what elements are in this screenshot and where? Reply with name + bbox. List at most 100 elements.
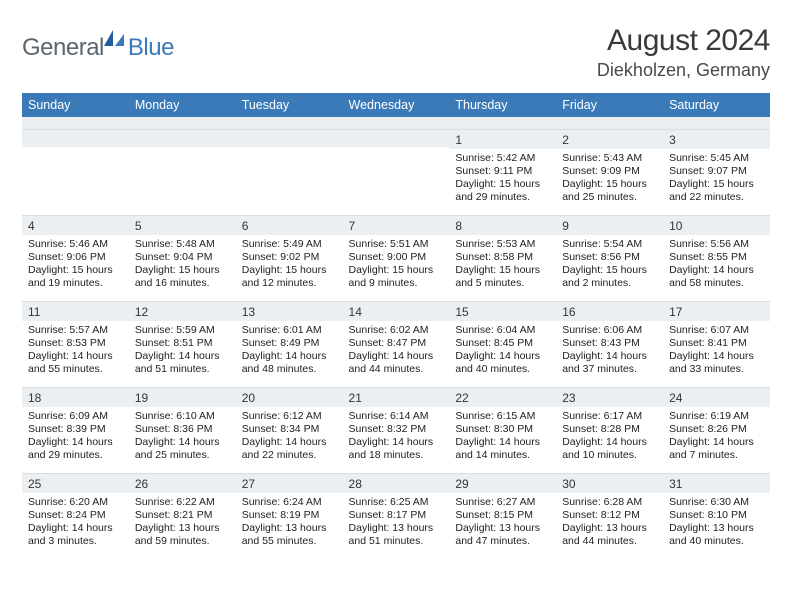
empty-day	[236, 129, 343, 147]
day-cell	[236, 129, 343, 215]
day-content: Sunrise: 5:45 AMSunset: 9:07 PMDaylight:…	[663, 149, 770, 205]
sunrise-line: Sunrise: 6:27 AM	[455, 496, 550, 509]
sunrise-line: Sunrise: 5:54 AM	[562, 238, 657, 251]
day-number: 29	[449, 473, 556, 493]
sunset-line: Sunset: 8:28 PM	[562, 423, 657, 436]
day-cell	[22, 129, 129, 215]
day-cell	[129, 129, 236, 215]
day-content: Sunrise: 6:28 AMSunset: 8:12 PMDaylight:…	[556, 493, 663, 549]
day-content: Sunrise: 6:19 AMSunset: 8:26 PMDaylight:…	[663, 407, 770, 463]
daylight-line: Daylight: 15 hours and 22 minutes.	[669, 178, 764, 204]
day-cell: 3Sunrise: 5:45 AMSunset: 9:07 PMDaylight…	[663, 129, 770, 215]
day-number: 11	[22, 301, 129, 321]
sunrise-line: Sunrise: 6:28 AM	[562, 496, 657, 509]
day-cell: 5Sunrise: 5:48 AMSunset: 9:04 PMDaylight…	[129, 215, 236, 301]
logo-text-general: General	[22, 34, 104, 62]
day-number: 28	[343, 473, 450, 493]
day-content: Sunrise: 6:06 AMSunset: 8:43 PMDaylight:…	[556, 321, 663, 377]
day-content: Sunrise: 5:43 AMSunset: 9:09 PMDaylight:…	[556, 149, 663, 205]
day-content: Sunrise: 6:17 AMSunset: 8:28 PMDaylight:…	[556, 407, 663, 463]
sunset-line: Sunset: 8:47 PM	[349, 337, 444, 350]
day-content: Sunrise: 5:42 AMSunset: 9:11 PMDaylight:…	[449, 149, 556, 205]
day-number: 5	[129, 215, 236, 235]
sunrise-line: Sunrise: 5:49 AM	[242, 238, 337, 251]
sail-icon	[104, 30, 126, 53]
day-content: Sunrise: 5:46 AMSunset: 9:06 PMDaylight:…	[22, 235, 129, 291]
weekday-header: Saturday	[663, 93, 770, 117]
day-number: 16	[556, 301, 663, 321]
sunset-line: Sunset: 8:58 PM	[455, 251, 550, 264]
day-content: Sunrise: 6:07 AMSunset: 8:41 PMDaylight:…	[663, 321, 770, 377]
day-cell: 20Sunrise: 6:12 AMSunset: 8:34 PMDayligh…	[236, 387, 343, 473]
weekday-header: Thursday	[449, 93, 556, 117]
daylight-line: Daylight: 15 hours and 25 minutes.	[562, 178, 657, 204]
daylight-line: Daylight: 14 hours and 18 minutes.	[349, 436, 444, 462]
day-content: Sunrise: 6:04 AMSunset: 8:45 PMDaylight:…	[449, 321, 556, 377]
sunset-line: Sunset: 8:19 PM	[242, 509, 337, 522]
daylight-line: Daylight: 13 hours and 51 minutes.	[349, 522, 444, 548]
sunrise-line: Sunrise: 5:45 AM	[669, 152, 764, 165]
sunset-line: Sunset: 8:41 PM	[669, 337, 764, 350]
day-number: 13	[236, 301, 343, 321]
daylight-line: Daylight: 14 hours and 10 minutes.	[562, 436, 657, 462]
daylight-line: Daylight: 14 hours and 3 minutes.	[28, 522, 123, 548]
sunset-line: Sunset: 9:02 PM	[242, 251, 337, 264]
day-cell: 4Sunrise: 5:46 AMSunset: 9:06 PMDaylight…	[22, 215, 129, 301]
daylight-line: Daylight: 14 hours and 58 minutes.	[669, 264, 764, 290]
day-cell: 25Sunrise: 6:20 AMSunset: 8:24 PMDayligh…	[22, 473, 129, 559]
sunset-line: Sunset: 9:09 PM	[562, 165, 657, 178]
day-cell: 30Sunrise: 6:28 AMSunset: 8:12 PMDayligh…	[556, 473, 663, 559]
empty-day	[129, 129, 236, 147]
sunrise-line: Sunrise: 6:19 AM	[669, 410, 764, 423]
sunrise-line: Sunrise: 5:48 AM	[135, 238, 230, 251]
day-cell: 18Sunrise: 6:09 AMSunset: 8:39 PMDayligh…	[22, 387, 129, 473]
day-cell: 24Sunrise: 6:19 AMSunset: 8:26 PMDayligh…	[663, 387, 770, 473]
sunset-line: Sunset: 8:21 PM	[135, 509, 230, 522]
day-content: Sunrise: 5:53 AMSunset: 8:58 PMDaylight:…	[449, 235, 556, 291]
sunrise-line: Sunrise: 5:43 AM	[562, 152, 657, 165]
daylight-line: Daylight: 13 hours and 40 minutes.	[669, 522, 764, 548]
day-number: 17	[663, 301, 770, 321]
sunset-line: Sunset: 8:30 PM	[455, 423, 550, 436]
day-cell: 2Sunrise: 5:43 AMSunset: 9:09 PMDaylight…	[556, 129, 663, 215]
day-cell: 14Sunrise: 6:02 AMSunset: 8:47 PMDayligh…	[343, 301, 450, 387]
sunset-line: Sunset: 9:11 PM	[455, 165, 550, 178]
daylight-line: Daylight: 15 hours and 16 minutes.	[135, 264, 230, 290]
sunrise-line: Sunrise: 6:22 AM	[135, 496, 230, 509]
sunset-line: Sunset: 8:43 PM	[562, 337, 657, 350]
day-content: Sunrise: 6:15 AMSunset: 8:30 PMDaylight:…	[449, 407, 556, 463]
sunrise-line: Sunrise: 6:14 AM	[349, 410, 444, 423]
sunset-line: Sunset: 9:07 PM	[669, 165, 764, 178]
sunset-line: Sunset: 8:10 PM	[669, 509, 764, 522]
day-content: Sunrise: 6:09 AMSunset: 8:39 PMDaylight:…	[22, 407, 129, 463]
day-content: Sunrise: 6:10 AMSunset: 8:36 PMDaylight:…	[129, 407, 236, 463]
sunset-line: Sunset: 8:53 PM	[28, 337, 123, 350]
logo-text-blue: Blue	[128, 34, 174, 62]
day-content: Sunrise: 6:14 AMSunset: 8:32 PMDaylight:…	[343, 407, 450, 463]
sunrise-line: Sunrise: 6:30 AM	[669, 496, 764, 509]
sunrise-line: Sunrise: 5:53 AM	[455, 238, 550, 251]
sunset-line: Sunset: 8:17 PM	[349, 509, 444, 522]
day-number: 6	[236, 215, 343, 235]
day-content: Sunrise: 5:54 AMSunset: 8:56 PMDaylight:…	[556, 235, 663, 291]
sunrise-line: Sunrise: 6:01 AM	[242, 324, 337, 337]
sunrise-line: Sunrise: 6:09 AM	[28, 410, 123, 423]
daylight-line: Daylight: 15 hours and 2 minutes.	[562, 264, 657, 290]
day-number: 25	[22, 473, 129, 493]
day-number: 21	[343, 387, 450, 407]
day-number: 26	[129, 473, 236, 493]
logo: General Blue	[22, 30, 174, 65]
sunrise-line: Sunrise: 6:10 AM	[135, 410, 230, 423]
weekday-header: Monday	[129, 93, 236, 117]
sunset-line: Sunset: 8:36 PM	[135, 423, 230, 436]
daylight-line: Daylight: 14 hours and 40 minutes.	[455, 350, 550, 376]
day-cell: 8Sunrise: 5:53 AMSunset: 8:58 PMDaylight…	[449, 215, 556, 301]
day-number: 12	[129, 301, 236, 321]
day-cell: 7Sunrise: 5:51 AMSunset: 9:00 PMDaylight…	[343, 215, 450, 301]
day-number: 3	[663, 129, 770, 149]
calendar-table: SundayMondayTuesdayWednesdayThursdayFrid…	[22, 93, 770, 559]
daylight-line: Daylight: 14 hours and 22 minutes.	[242, 436, 337, 462]
day-number: 22	[449, 387, 556, 407]
sunset-line: Sunset: 9:00 PM	[349, 251, 444, 264]
sunset-line: Sunset: 8:39 PM	[28, 423, 123, 436]
